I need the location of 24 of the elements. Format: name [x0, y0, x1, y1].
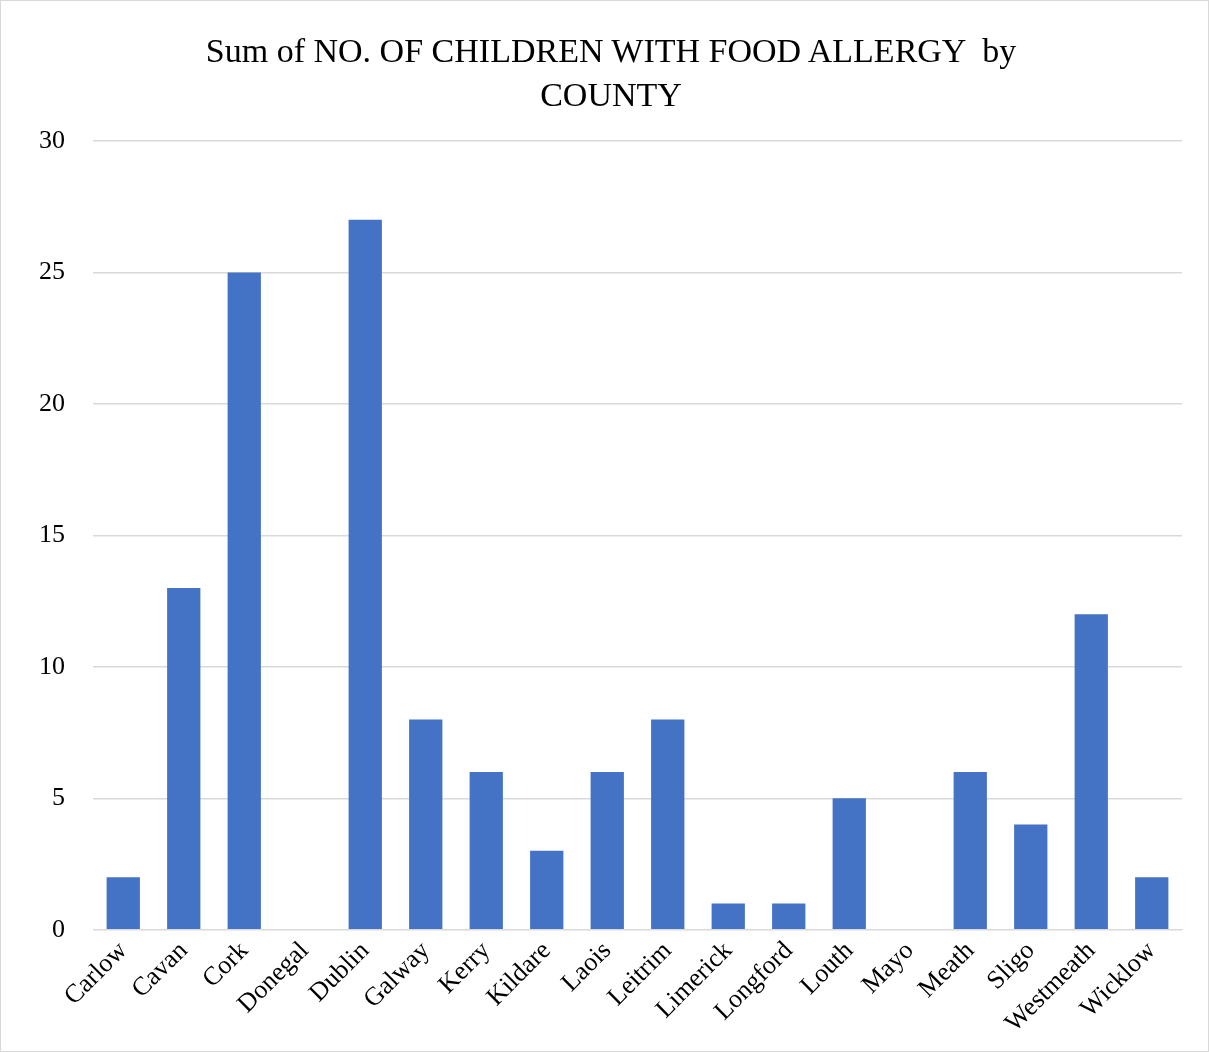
- bar: [1135, 877, 1169, 929]
- bar: [167, 587, 201, 929]
- bar: [530, 850, 564, 929]
- bar: [832, 798, 866, 929]
- y-tick-label: 30: [39, 124, 65, 154]
- y-tick-label: 0: [52, 913, 65, 943]
- bar: [106, 877, 140, 929]
- bar: [953, 771, 987, 929]
- y-tick-label: 15: [39, 519, 65, 549]
- bar: [651, 719, 685, 929]
- bar: [1014, 824, 1048, 929]
- y-tick-label: 10: [39, 650, 65, 680]
- bar: [469, 771, 503, 929]
- y-tick-label: 5: [52, 782, 65, 812]
- bar: [348, 219, 382, 929]
- bar: [772, 903, 806, 929]
- bar: [1074, 614, 1108, 929]
- y-tick-label: 20: [39, 387, 65, 417]
- bar: [227, 272, 261, 929]
- y-tick-label: 25: [39, 256, 65, 286]
- bar: [409, 719, 443, 929]
- bar: [711, 903, 745, 929]
- bar: [590, 771, 624, 929]
- chart-title: Sum of NO. OF CHILDREN WITH FOOD ALLERGY by COUNTY: [204, 31, 1018, 115]
